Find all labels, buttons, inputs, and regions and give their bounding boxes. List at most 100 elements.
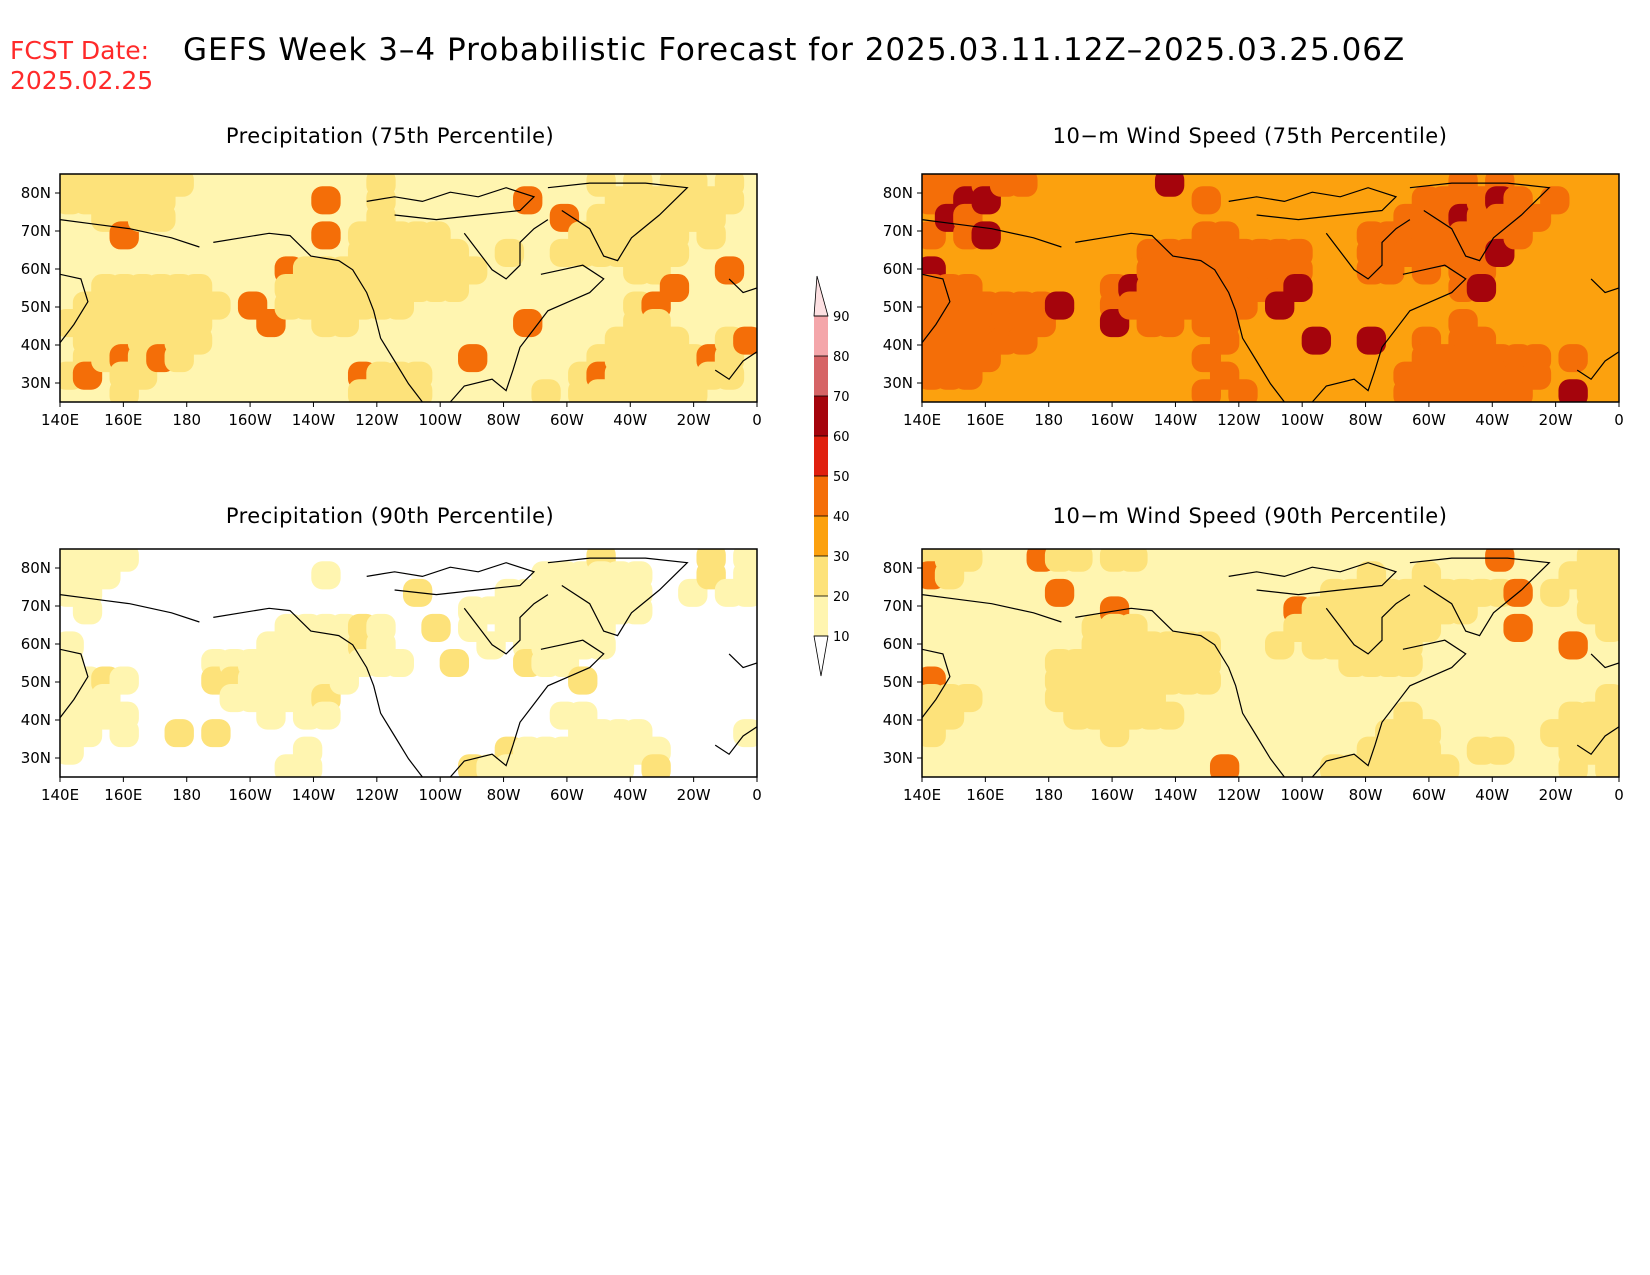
colorbar-box bbox=[814, 476, 828, 516]
contour-cell bbox=[1595, 613, 1619, 642]
colorbar-box bbox=[814, 316, 828, 356]
contour-cell bbox=[1301, 326, 1332, 355]
lon-label: 0 bbox=[752, 786, 762, 804]
contour-cell bbox=[1430, 754, 1460, 777]
lon-label: 140W bbox=[292, 786, 336, 804]
lon-label: 140E bbox=[41, 786, 79, 804]
coastline bbox=[1325, 594, 1411, 655]
coastline bbox=[1409, 557, 1551, 637]
coastline bbox=[1228, 187, 1398, 221]
map-panel-wind-90: 140E 160E 180 160W 140W 120W 100W 80W 60W 40W 20W 0… bbox=[883, 548, 1624, 804]
coastline bbox=[213, 607, 423, 777]
lon-label: 140W bbox=[1154, 411, 1198, 429]
colorbar-box bbox=[814, 436, 828, 476]
contour-cell bbox=[1118, 549, 1148, 572]
contour-cell bbox=[1503, 613, 1533, 642]
contour-cell bbox=[164, 719, 194, 748]
colorbar-box bbox=[814, 516, 828, 556]
panel-title-wind-75: 10−m Wind Speed (75th Percentile) bbox=[1052, 124, 1448, 148]
contour-cell bbox=[1044, 291, 1075, 320]
colorbar-label: 80 bbox=[833, 350, 850, 365]
contour-cell bbox=[109, 549, 139, 572]
coastline bbox=[1576, 726, 1619, 756]
lon-label: 160E bbox=[966, 411, 1004, 429]
lon-label: 160E bbox=[966, 786, 1004, 804]
lon-label: 140E bbox=[41, 411, 79, 429]
lon-label: 80W bbox=[487, 786, 521, 804]
lat-label: 80N bbox=[883, 184, 913, 202]
contour-cell bbox=[1209, 754, 1240, 777]
panel-title-precip-90: Precipitation (90th Percentile) bbox=[225, 504, 555, 528]
lon-label: 120W bbox=[1217, 411, 1261, 429]
lat-label: 70N bbox=[883, 597, 913, 615]
contour-cell bbox=[311, 221, 341, 250]
contour-cell bbox=[182, 326, 213, 355]
lon-label: 120W bbox=[355, 411, 399, 429]
contour-cell bbox=[1063, 549, 1093, 572]
contour-cell bbox=[1228, 379, 1258, 402]
map-frame bbox=[921, 173, 1620, 403]
coastline bbox=[728, 278, 757, 294]
contour-field bbox=[60, 174, 757, 402]
coastline bbox=[60, 273, 89, 344]
coastline bbox=[1075, 232, 1285, 402]
contour-cell bbox=[1393, 648, 1423, 678]
colorbar-label: 50 bbox=[833, 470, 850, 485]
contour-cell bbox=[513, 186, 543, 215]
lon-label: 180 bbox=[172, 411, 201, 429]
contour-cell bbox=[1044, 578, 1075, 607]
lon-label: 0 bbox=[1614, 786, 1624, 804]
contour-cell bbox=[659, 273, 690, 303]
contour-cell bbox=[1540, 186, 1570, 215]
coastline bbox=[1325, 219, 1411, 280]
contour-cell bbox=[513, 309, 543, 338]
contour-cell bbox=[641, 754, 671, 777]
colorbar-label: 90 bbox=[833, 310, 850, 325]
fcst-date-value: 2025.02.25 bbox=[10, 66, 154, 95]
contour-cell bbox=[1154, 174, 1185, 197]
coastline bbox=[366, 562, 536, 596]
coastlines bbox=[922, 557, 1619, 777]
map-frame bbox=[59, 173, 758, 403]
contour-field bbox=[922, 174, 1619, 402]
contour-cell bbox=[659, 238, 690, 267]
contour-cell bbox=[953, 684, 983, 713]
lon-label: 160W bbox=[228, 411, 272, 429]
contour-cell bbox=[714, 256, 745, 285]
colorbar-label: 20 bbox=[833, 590, 850, 605]
forecast-date-block: FCST Date: 2025.02.25 bbox=[10, 36, 153, 96]
lon-label: 180 bbox=[172, 786, 201, 804]
coastline bbox=[922, 594, 1062, 623]
coastline bbox=[213, 232, 423, 402]
lat-label: 70N bbox=[883, 222, 913, 240]
contour-cell bbox=[1466, 273, 1497, 303]
lon-label: 160E bbox=[104, 786, 142, 804]
lon-label: 40W bbox=[1475, 411, 1509, 429]
contour-cell bbox=[1191, 666, 1221, 695]
contour-field bbox=[922, 549, 1619, 777]
contour-cell bbox=[953, 549, 983, 572]
coastlines bbox=[60, 557, 757, 777]
coastlines bbox=[922, 182, 1619, 402]
coastline bbox=[714, 726, 757, 756]
map-frame bbox=[59, 548, 758, 778]
contour-cell bbox=[1521, 361, 1552, 390]
colorbar-bottom-arrow bbox=[813, 635, 829, 677]
contour-cell bbox=[714, 186, 745, 215]
lat-label: 50N bbox=[883, 673, 913, 691]
contour-field bbox=[60, 549, 757, 777]
lat-label: 40N bbox=[21, 711, 51, 729]
lat-label: 80N bbox=[883, 559, 913, 577]
colorbar-label: 30 bbox=[833, 550, 850, 565]
lon-label: 80W bbox=[1349, 786, 1383, 804]
lon-label: 180 bbox=[1034, 786, 1063, 804]
lon-label: 160W bbox=[1090, 786, 1134, 804]
coastline bbox=[922, 273, 951, 344]
contour-cell bbox=[1008, 174, 1038, 197]
contour-cell bbox=[164, 174, 194, 197]
contour-cell bbox=[623, 596, 653, 625]
contour-cell bbox=[494, 238, 525, 267]
coastline bbox=[1311, 264, 1467, 402]
contour-cell bbox=[1485, 736, 1515, 765]
lon-label: 60W bbox=[550, 786, 584, 804]
